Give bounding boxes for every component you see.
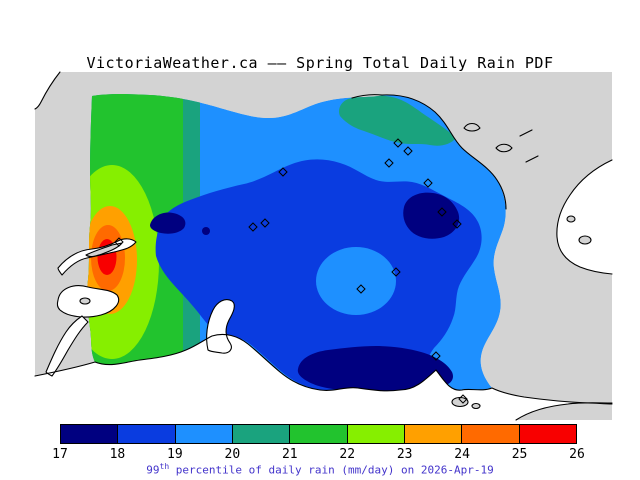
haro-strait — [556, 160, 612, 274]
sooke-peninsula — [85, 242, 123, 258]
victoria-harbour — [206, 299, 235, 354]
station-diamond — [260, 218, 270, 228]
station-diamond — [452, 219, 462, 229]
station-diamond — [393, 138, 403, 148]
station-diamond — [437, 207, 447, 217]
northwest-corner-water — [35, 72, 60, 109]
station-diamond — [278, 167, 288, 177]
colorbar-segment — [61, 425, 118, 443]
colorbar-tick-label: 21 — [281, 447, 298, 462]
colorbar — [60, 424, 577, 444]
station-markers — [114, 138, 468, 404]
colorbar-tick-label: 23 — [396, 447, 413, 462]
strait-island — [451, 396, 469, 408]
colorbar-tick-label: 22 — [339, 447, 356, 462]
strait-water — [35, 334, 612, 420]
station-diamond — [248, 222, 258, 232]
navy-blob-south — [297, 346, 453, 391]
station-diamond — [458, 394, 468, 404]
colorbar-tick-label: 20 — [224, 447, 241, 462]
teal-patch-ne — [338, 95, 456, 146]
center-local-max — [316, 247, 396, 315]
northeast-coastline — [351, 94, 507, 210]
haro-island — [578, 235, 592, 245]
colorbar-segment — [289, 425, 347, 443]
colorbar-segment — [403, 425, 462, 443]
navy-blob-west — [150, 212, 186, 234]
colorbar-segment — [518, 425, 576, 443]
colorbar-segment — [231, 425, 290, 443]
colorbar-segment — [117, 425, 175, 443]
navy-dot — [202, 227, 210, 235]
sooke-sea-channel — [45, 315, 89, 377]
strait-islet — [471, 402, 481, 410]
station-diamond — [356, 284, 366, 294]
northwest-coastline — [34, 71, 61, 110]
ne-island-outline — [463, 122, 481, 132]
caption-text: percentile of daily rain (mm/day) on 202… — [169, 463, 494, 477]
colorbar-tick-label: 19 — [167, 447, 183, 462]
colorbar-tick-label: 24 — [454, 447, 470, 462]
station-diamond — [384, 158, 394, 168]
station-diamond — [403, 146, 413, 156]
ne-island-outline-2 — [495, 143, 513, 153]
ne-islet-line-2 — [525, 155, 539, 163]
chart-caption: 99th percentile of daily rain (mm/day) o… — [0, 462, 640, 477]
basin-island — [79, 297, 91, 305]
haro-islet — [566, 215, 576, 223]
colorbar-segment — [174, 425, 232, 443]
colorbar-segment — [461, 425, 519, 443]
station-diamond — [114, 237, 124, 247]
station-diamond — [431, 351, 441, 361]
navy-blob-east — [403, 192, 460, 239]
chart-title: VictoriaWeather.ca —— Spring Total Daily… — [86, 54, 554, 72]
station-diamond — [423, 178, 433, 188]
south-shore-land — [516, 402, 612, 420]
colorbar-tick-label: 26 — [569, 447, 585, 462]
colorbar-tick-label: 18 — [109, 447, 126, 462]
south-coastline — [34, 333, 613, 405]
colorbar-segment — [346, 425, 404, 443]
colorbar-ticks: 17 18 19 20 21 22 23 24 25 26 — [52, 447, 585, 462]
colorbar-tick-label: 25 — [511, 447, 528, 462]
ne-islet-line — [519, 129, 533, 137]
colorbar-tick-label: 17 — [52, 447, 68, 462]
south-shore-coastline — [515, 402, 613, 421]
station-diamond — [391, 267, 401, 277]
haro-coastline — [556, 159, 613, 275]
caption-value: 99 — [146, 463, 160, 477]
caption-sup: th — [159, 462, 170, 471]
